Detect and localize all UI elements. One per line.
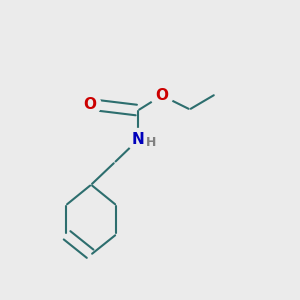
Circle shape <box>79 93 101 116</box>
Text: O: O <box>155 88 168 103</box>
Text: N: N <box>132 132 145 147</box>
Text: H: H <box>146 136 157 149</box>
Circle shape <box>151 84 173 107</box>
Circle shape <box>127 128 149 151</box>
Text: O: O <box>83 97 96 112</box>
